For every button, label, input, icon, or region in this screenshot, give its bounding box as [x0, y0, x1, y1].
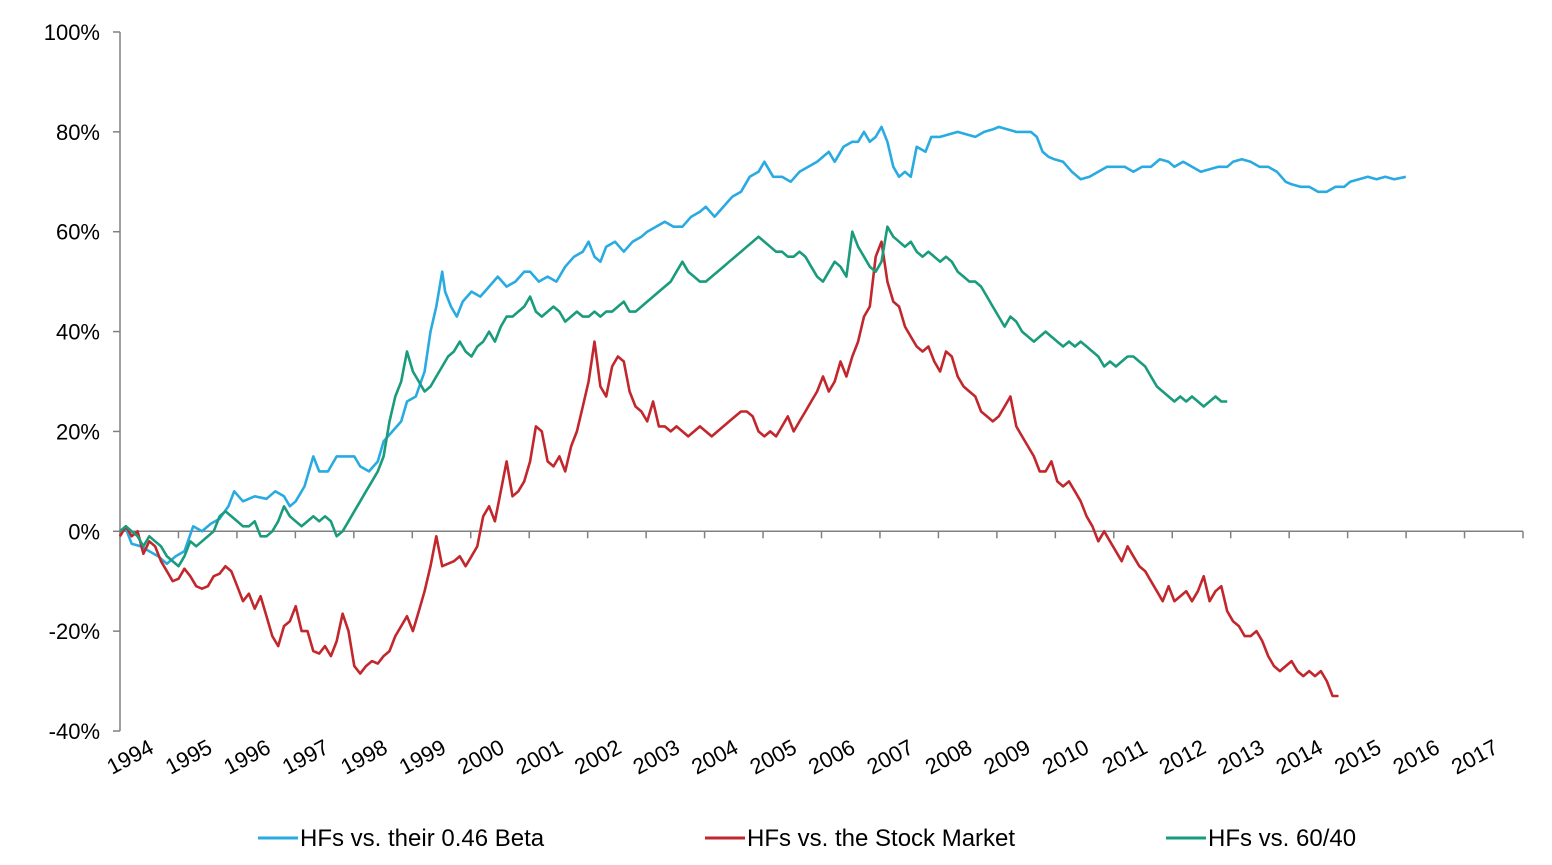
- y-axis: -40% -20% 0% 20% 40% 60% 80% 100%: [44, 20, 121, 744]
- y-tick-label: -20%: [49, 619, 100, 644]
- x-tick-label: 2002: [570, 734, 625, 779]
- x-tick-label: 1998: [336, 734, 391, 779]
- x-tick-label: 2012: [1155, 734, 1210, 779]
- x-tick-label: 2008: [921, 734, 976, 779]
- x-tick-label: 2014: [1272, 734, 1327, 779]
- y-tick-label: 80%: [56, 120, 100, 145]
- series-line-1: [119, 125, 1407, 565]
- x-tick-label: 2010: [1038, 734, 1093, 779]
- legend-label: HFs vs. their 0.46 Beta: [300, 825, 545, 852]
- y-tick-label: -40%: [49, 719, 100, 744]
- x-tick-label: 2005: [746, 734, 801, 779]
- x-tick-label: 1995: [161, 734, 216, 779]
- x-tick-label: 1996: [220, 734, 275, 779]
- x-tick-label: 1997: [278, 734, 333, 779]
- y-tick-label: 40%: [56, 320, 100, 345]
- x-tick-label: 2006: [804, 734, 859, 779]
- x-tick-label: 2009: [979, 734, 1034, 779]
- x-tick-label: 2004: [687, 734, 742, 779]
- x-tick-label: 2013: [1213, 734, 1268, 779]
- legend-label: HFs vs. 60/40: [1208, 825, 1356, 852]
- x-tick-label: 2003: [629, 734, 684, 779]
- x-tick-label: 2017: [1447, 734, 1502, 779]
- legend-label: HFs vs. the Stock Market: [747, 825, 1015, 852]
- y-tick-label: 100%: [44, 20, 100, 45]
- y-tick-label: 20%: [56, 419, 100, 444]
- x-tick-label: 1994: [103, 734, 158, 779]
- x-tick-label: 2000: [453, 734, 508, 779]
- y-tick-label: 0%: [68, 519, 100, 544]
- x-tick-label: 2011: [1098, 734, 1152, 778]
- x-tick-label: 2007: [863, 734, 918, 779]
- x-tick-label: 2015: [1330, 734, 1385, 779]
- x-tick-label: 2016: [1389, 734, 1444, 779]
- legend: HFs vs. their 0.46 Beta HFs vs. the Stock…: [258, 825, 1356, 852]
- x-tick-label: 1999: [395, 734, 450, 779]
- y-tick-label: 60%: [56, 220, 100, 245]
- x-tick-label: 2001: [512, 734, 567, 779]
- series-line-3: [119, 225, 1228, 568]
- x-axis: 1994 1995 1996 1997 1998 1999 2000 2001 2002 2003…: [103, 530, 1524, 779]
- series-lines: [118, 125, 1407, 698]
- series-line-2: [118, 240, 1339, 698]
